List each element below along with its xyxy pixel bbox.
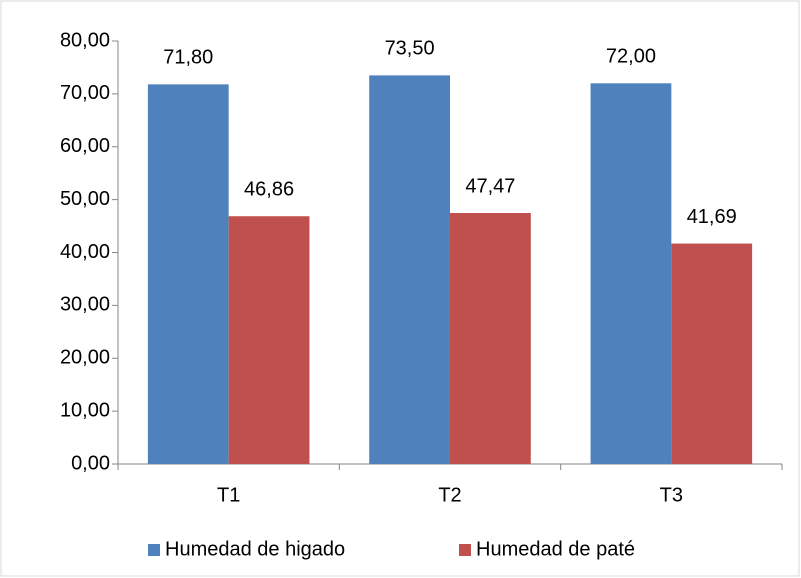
x-tick-label: T3	[660, 484, 683, 506]
y-tick-label: 40,00	[60, 241, 110, 263]
data-label: 73,50	[385, 38, 435, 60]
y-tick-label: 70,00	[60, 82, 110, 104]
bar	[671, 243, 753, 464]
legend-label: Humedad de higado	[165, 538, 345, 560]
bar	[147, 84, 229, 465]
data-label: 71,80	[163, 47, 213, 69]
data-label: 47,47	[465, 175, 515, 197]
y-tick-label: 60,00	[60, 135, 110, 157]
y-tick-label: 20,00	[60, 347, 110, 369]
y-tick-label: 0,00	[71, 452, 110, 474]
bar	[228, 216, 310, 464]
data-label: 46,86	[244, 179, 294, 201]
y-tick-label: 10,00	[60, 399, 110, 421]
y-tick-label: 50,00	[60, 188, 110, 210]
legend-label: Humedad de paté	[476, 538, 635, 560]
x-tick-label: T2	[438, 484, 461, 506]
data-label: 41,69	[687, 206, 737, 228]
y-tick-label: 30,00	[60, 294, 110, 316]
legend-swatch	[148, 544, 160, 556]
y-tick-label: 80,00	[60, 29, 110, 51]
bar	[369, 75, 450, 465]
x-tick-label: T1	[217, 484, 240, 506]
bar	[450, 213, 531, 464]
legend-swatch	[459, 544, 471, 556]
bar	[590, 83, 672, 465]
data-label: 72,00	[606, 46, 656, 68]
